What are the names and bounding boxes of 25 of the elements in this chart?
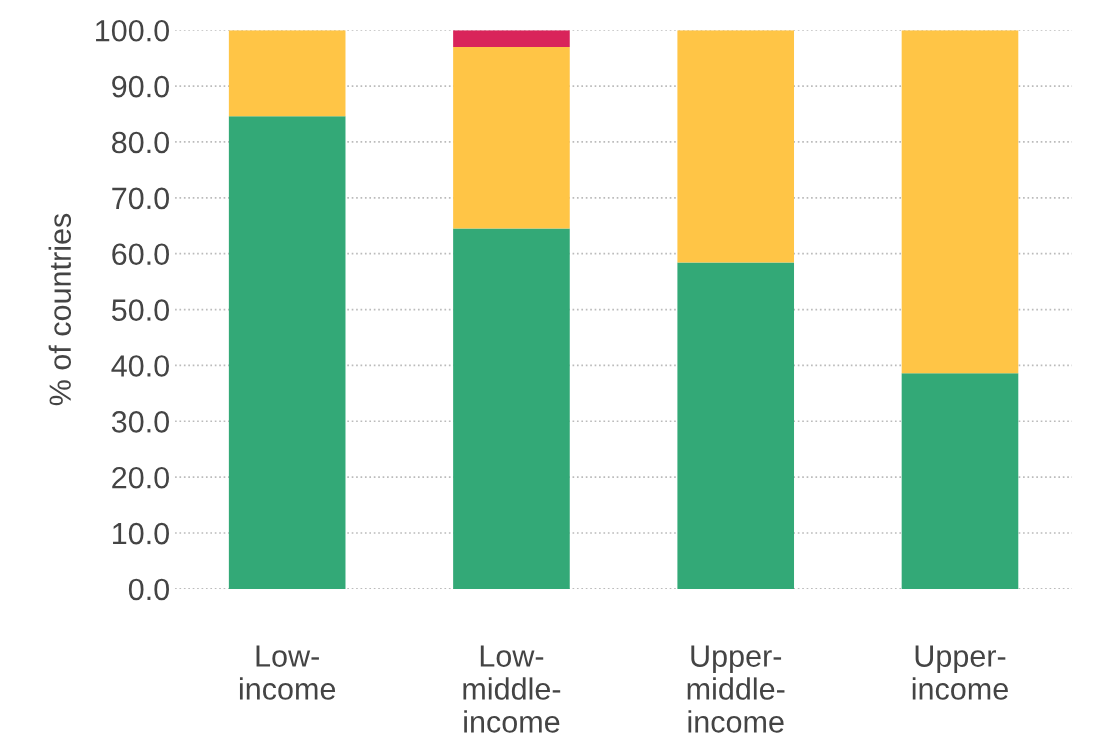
- bar: [453, 30, 570, 47]
- bar: [453, 46, 570, 229]
- bar: [901, 30, 1019, 374]
- bar: [228, 30, 346, 117]
- x-tick-label: Low- middle- income: [463, 645, 561, 733]
- y-tick-label: 50.0: [111, 299, 169, 321]
- y-tick-label: 30.0: [111, 411, 169, 433]
- y-tick-label: 100.0: [96, 19, 169, 42]
- y-tick-label: 80.0: [112, 131, 169, 154]
- bar: [677, 262, 795, 589]
- y-tick-label: 90.0: [112, 75, 169, 98]
- bar: [901, 373, 1019, 589]
- x-tick-label: Upper- income: [912, 645, 1008, 700]
- bar: [677, 30, 795, 263]
- y-tick-label: 70.0: [112, 187, 169, 210]
- y-tick-label: 60.0: [112, 243, 169, 266]
- x-tick-label: Low- income: [239, 645, 336, 700]
- y-tick-label: 0.0: [128, 578, 169, 601]
- bar: [228, 116, 346, 589]
- y-axis-title: % of countries: [48, 213, 72, 406]
- y-tick-label: 10.0: [113, 522, 169, 545]
- x-tick-label: Upper- middle- income: [687, 645, 785, 733]
- y-tick-label: 40.0: [111, 355, 169, 377]
- bar: [453, 228, 570, 589]
- y-tick-label: 20.0: [112, 466, 169, 489]
